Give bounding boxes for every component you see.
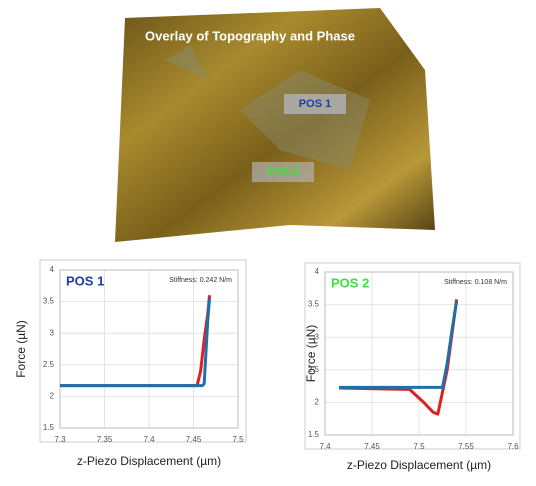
data-line — [60, 298, 212, 388]
x-tick-label: 7.5 — [232, 435, 244, 444]
x-tick-label: 7.45 — [186, 435, 202, 444]
y-tick-label: 3.5 — [308, 300, 320, 309]
data-line — [339, 301, 459, 389]
image-label: POS 1 — [299, 98, 331, 110]
label-box — [284, 94, 346, 114]
data-line — [60, 295, 212, 388]
annotation: Stiffness: 0.242 N/m — [169, 277, 232, 284]
plot-area — [324, 271, 514, 436]
y-tick-label: 2.5 — [308, 365, 320, 374]
x-tick-label: 7.55 — [458, 442, 474, 451]
x-tick-label: 7.35 — [97, 435, 113, 444]
y-tick-label: 3 — [50, 328, 55, 337]
y-tick-label: 2.5 — [43, 360, 55, 369]
y-tick-label: 2 — [315, 398, 320, 407]
y-tick-label: 1.5 — [43, 423, 55, 432]
plot-area — [59, 269, 239, 429]
x-tick-label: 7.3 — [54, 435, 66, 444]
image-title: Overlay of Topography and Phase — [145, 28, 355, 43]
y-tick-label: 3.5 — [43, 297, 55, 306]
x-axis-label: z-Piezo Displacement (µm) — [77, 454, 221, 468]
afm-feature — [165, 45, 370, 170]
y-axis-label: Force (µN) — [14, 320, 28, 378]
x-tick-label: 7.6 — [507, 442, 519, 451]
y-tick-label: 2 — [50, 392, 55, 401]
data-line — [339, 299, 459, 416]
chart-frame — [39, 259, 247, 443]
chart-title: POS 1 — [66, 273, 104, 288]
x-tick-label: 7.4 — [319, 442, 331, 451]
y-axis-label: Force (µN) — [304, 325, 318, 383]
x-tick-label: 7.5 — [413, 442, 425, 451]
label-box — [252, 162, 314, 182]
x-tick-label: 7.4 — [143, 435, 155, 444]
image-label: POS 2 — [267, 166, 299, 178]
y-tick-label: 3 — [315, 332, 320, 341]
y-tick-label: 4 — [315, 267, 320, 276]
y-tick-label: 4 — [50, 265, 55, 274]
annotation: Stiffness: 0.108 N/m — [444, 279, 507, 286]
x-tick-label: 7.45 — [364, 442, 380, 451]
x-axis-label: z-Piezo Displacement (µm) — [347, 458, 491, 472]
chart-title: POS 2 — [331, 275, 369, 290]
y-tick-label: 1.5 — [308, 430, 320, 439]
chart-frame — [304, 262, 521, 450]
